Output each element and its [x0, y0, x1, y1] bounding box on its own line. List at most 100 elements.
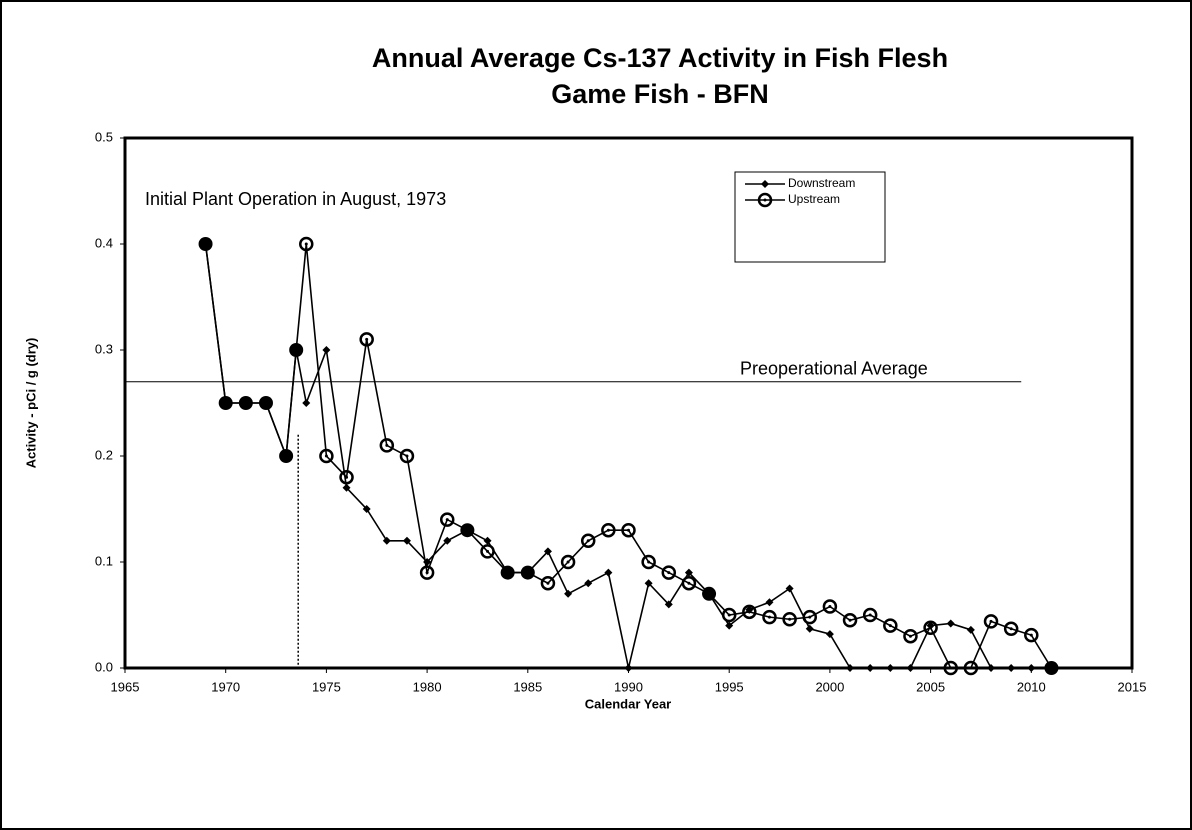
point-dot — [385, 443, 389, 447]
point — [742, 604, 757, 620]
x-tick-label: 1980 — [413, 679, 442, 694]
point — [299, 236, 314, 252]
point-dot — [687, 581, 691, 585]
chart-title: Annual Average Cs-137 Activity in Fish F… — [372, 43, 948, 73]
x-tick-label: 1990 — [614, 679, 643, 694]
point — [1044, 661, 1059, 675]
point — [279, 449, 294, 463]
point — [802, 609, 818, 625]
point-dot — [304, 242, 308, 246]
point — [198, 237, 213, 251]
y-tick-label: 0.4 — [95, 235, 113, 250]
point-dot — [667, 571, 671, 575]
point — [762, 609, 777, 625]
point — [483, 536, 492, 545]
point-dot — [1009, 627, 1013, 631]
point — [664, 600, 673, 609]
point-dot — [405, 454, 409, 458]
point — [761, 180, 769, 188]
point — [757, 192, 773, 208]
point — [765, 598, 774, 607]
point — [520, 565, 535, 580]
x-tick-label: 2000 — [815, 679, 844, 694]
point — [825, 630, 834, 639]
point — [702, 586, 717, 601]
point — [822, 599, 838, 614]
point — [681, 575, 697, 591]
point — [906, 664, 915, 672]
point-dot — [868, 613, 872, 617]
point — [866, 664, 875, 672]
point — [624, 664, 633, 672]
point-dot — [989, 619, 993, 623]
point-dot — [908, 634, 912, 638]
point — [983, 614, 999, 629]
point — [846, 664, 855, 672]
point — [480, 544, 495, 559]
point-dot — [828, 605, 832, 609]
point — [379, 438, 395, 453]
point — [966, 625, 975, 634]
point — [604, 568, 613, 577]
point-dot — [486, 549, 490, 553]
point — [641, 554, 656, 570]
point — [258, 396, 273, 410]
point — [621, 522, 636, 538]
point — [460, 523, 475, 538]
y-tick-label: 0.5 — [95, 129, 113, 144]
y-tick-label: 0.1 — [95, 553, 113, 568]
point-dot — [647, 560, 651, 564]
point — [745, 605, 754, 614]
point — [342, 483, 351, 492]
point — [684, 568, 693, 577]
y-tick-label: 0.3 — [95, 341, 113, 356]
point — [1027, 664, 1036, 672]
point — [319, 448, 334, 464]
point — [903, 628, 918, 644]
point — [1024, 627, 1039, 643]
point — [382, 536, 391, 545]
point — [443, 536, 452, 545]
point — [1003, 621, 1019, 637]
x-tick-label: 1970 — [211, 679, 240, 694]
point-dot — [324, 454, 328, 458]
point-dot — [606, 528, 610, 532]
point — [721, 607, 737, 623]
point — [785, 584, 794, 593]
annotation: Preoperational Average — [740, 359, 928, 379]
point-dot — [949, 666, 953, 670]
point-dot — [727, 613, 731, 617]
point-dot — [808, 615, 812, 619]
point — [359, 332, 374, 347]
point — [1007, 664, 1016, 672]
y-tick-label: 0.0 — [95, 659, 113, 674]
point — [339, 469, 354, 485]
point-dot — [445, 518, 449, 522]
point — [584, 579, 593, 588]
point-dot — [848, 618, 852, 622]
point — [560, 554, 576, 570]
point — [540, 575, 556, 591]
point — [218, 396, 233, 410]
x-tick-label: 1965 — [111, 679, 140, 694]
point — [926, 621, 935, 630]
point — [805, 624, 814, 633]
point-dot — [566, 560, 570, 564]
point — [564, 589, 573, 598]
point — [883, 618, 898, 633]
point-dot — [888, 624, 892, 628]
point-dot — [345, 475, 349, 479]
chart-subtitle: Game Fish - BFN — [551, 79, 769, 109]
legend-box — [734, 171, 886, 263]
point — [943, 660, 958, 676]
point-dot — [627, 528, 630, 532]
point — [725, 621, 734, 630]
y-axis-label: Activity - pCi / g (dry) — [23, 338, 38, 469]
point-dot — [425, 571, 429, 575]
y-tick-label: 0.2 — [95, 447, 113, 462]
point — [543, 547, 552, 556]
point — [580, 533, 596, 549]
point — [362, 505, 371, 513]
point-dot — [546, 581, 550, 585]
